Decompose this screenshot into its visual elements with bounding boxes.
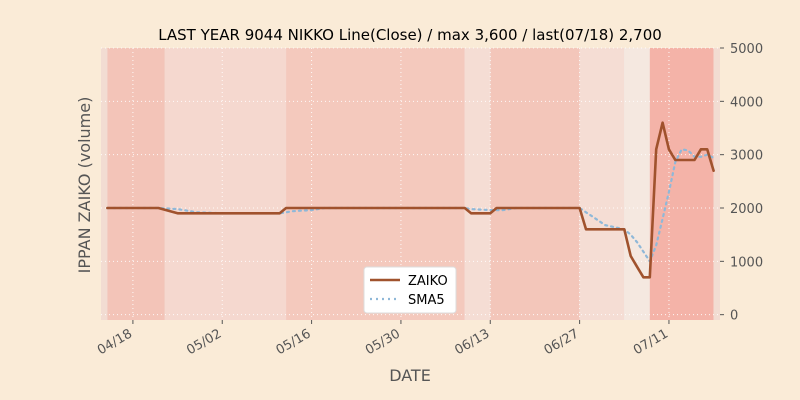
legend-sma5-label: SMA5 [408,293,445,308]
background-band [649,48,714,320]
x-tick-label: 06/13 [452,326,492,358]
background-band [464,48,491,320]
series-line-zaiko [106,121,715,279]
background-band [490,48,580,320]
y-tick-label: 3000 [730,149,763,164]
x-tick-label: 06/27 [542,326,582,358]
y-axis-label: IPPAN ZAIKO (volume) [75,97,94,274]
y-tick-label: 0 [730,309,738,324]
background-band [713,48,720,320]
x-tick-label: 04/18 [95,326,135,358]
x-axis-label: DATE [389,366,431,385]
x-tick-label: 05/30 [363,326,403,358]
y-axis: 0 1000 2000 3000 4000 5000 [720,42,763,324]
y-tick-label: 4000 [730,95,763,110]
x-axis: 04/18 05/02 05/16 05/30 06/13 06/27 07/11 [95,320,671,358]
legend-box [363,266,457,314]
y-tick-label: 2000 [730,202,763,217]
chart-title: LAST YEAR 9044 NIKKO Line(Close) / max 3… [158,26,662,44]
background-band [107,48,165,320]
legend-zaiko-label: ZAIKO [408,274,448,289]
background-band [579,48,625,320]
x-tick-label: 05/16 [274,326,314,358]
grid [101,47,720,320]
background-band [101,48,108,320]
background-band [164,48,287,320]
y-tick-label: 5000 [730,42,763,57]
y-tick-label: 1000 [730,255,763,270]
x-tick-label: 07/11 [631,326,671,358]
series-lines [106,121,715,279]
legend: ZAIKO SMA5 [363,266,457,314]
background-band [624,48,650,320]
x-tick-label: 05/02 [184,326,224,358]
